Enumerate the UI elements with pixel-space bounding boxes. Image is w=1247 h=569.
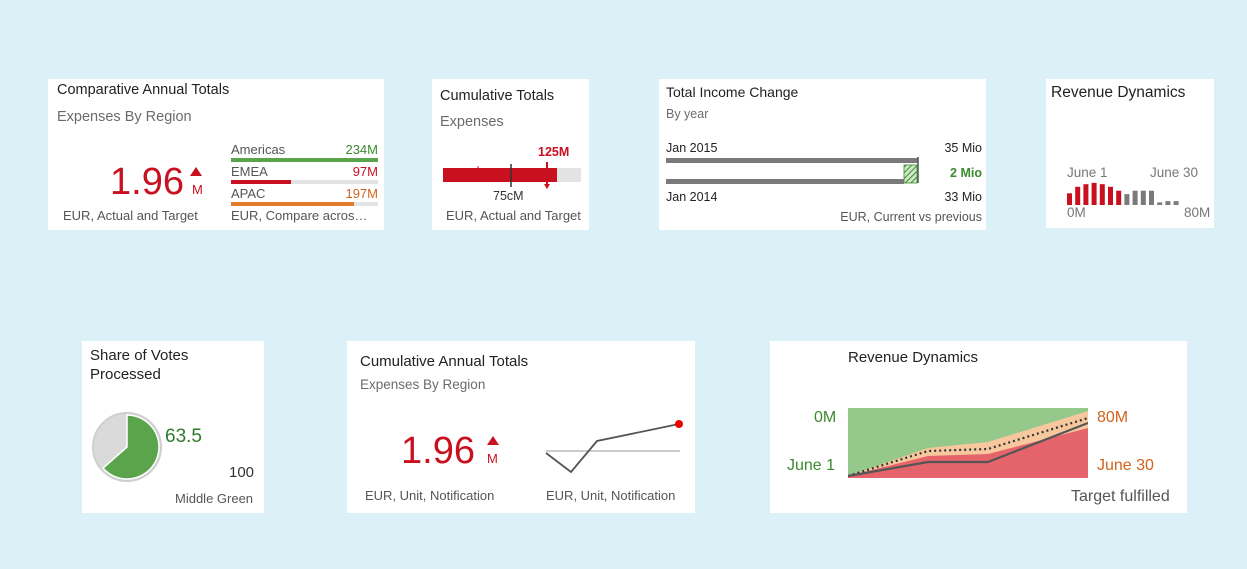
current-year-bar (666, 158, 918, 163)
column-bar (1067, 193, 1072, 205)
column-bar (1083, 184, 1089, 205)
trend-up-icon (487, 436, 499, 445)
bullet-actual-bar (443, 168, 557, 182)
actual-label: 75cM (493, 189, 524, 203)
tile-subtitle: Expenses By Region (360, 377, 486, 392)
pie-slice (101, 414, 160, 480)
previous-year-bar (666, 179, 904, 184)
bullet-chart (443, 162, 581, 189)
tile-footer-right: EUR, Unit, Notification (546, 488, 676, 503)
tile-subtitle: By year (666, 107, 709, 121)
tile-title: Comparative Annual Totals (57, 82, 230, 98)
column-bar (1091, 182, 1097, 205)
tile-subtitle: Expenses By Region (57, 109, 192, 125)
column-bar (1099, 184, 1105, 205)
kpi-value: 1.96 (110, 161, 184, 203)
row1-label: Jan 2015 (666, 141, 718, 155)
pie-value: 63.5 (165, 426, 202, 447)
top-right-label: 80M (1097, 409, 1129, 426)
column-bar (1165, 201, 1171, 205)
comparison-bars (666, 157, 919, 184)
bottom-right-label: June 30 (1097, 457, 1154, 474)
line-microchart (545, 420, 683, 474)
trend-up-icon (190, 167, 202, 176)
column-bar (1173, 201, 1179, 205)
tile-title: Total Income Change (666, 84, 799, 100)
delta-value: 2 Mio (950, 166, 982, 180)
pie-microchart (92, 412, 162, 482)
bar-track (231, 180, 378, 184)
bar-label: APAC (231, 186, 266, 201)
area-microchart (848, 408, 1088, 478)
trend-line (545, 423, 680, 474)
tile-footer-left: EUR, Unit, Notification (365, 488, 495, 503)
tile-title: Cumulative Annual Totals (360, 353, 529, 370)
tile-comparative-annual-totals[interactable]: Comparative Annual Totals Expenses By Re… (48, 79, 384, 230)
tile-footer: Middle Green (175, 491, 254, 506)
bar-fill (231, 202, 355, 206)
bottom-left-label: June 1 (787, 457, 836, 474)
last-point-marker (675, 420, 683, 428)
top-left-label: 0M (814, 409, 837, 426)
tile-share-of-votes[interactable]: Share of Votes Processed 63.5 100 Middle… (82, 341, 264, 513)
end-label: June 30 (1150, 165, 1199, 180)
area-actual-line (848, 421, 1088, 478)
bar-label: EMEA (231, 164, 268, 179)
tile-total-income-change[interactable]: Total Income Change By year Jan 2015 35 … (659, 79, 986, 230)
tile-title-line1: Share of Votes (90, 347, 189, 364)
column-bar (1116, 190, 1122, 205)
row2-value: 33 Mio (944, 190, 982, 204)
area-forecast-line (848, 416, 1088, 478)
row1-value: 35 Mio (944, 141, 982, 155)
tile-footer-right: EUR, Compare acros… (231, 208, 368, 223)
bar-label: Americas (231, 142, 286, 157)
column-bar (1149, 190, 1154, 205)
tile-title: Revenue Dynamics (848, 349, 979, 366)
row2-label: Jan 2014 (666, 190, 718, 204)
tile-footer: EUR, Actual and Target (446, 208, 581, 223)
bar-fill (231, 180, 292, 184)
kpi-unit: M (192, 182, 203, 197)
column-bar (1108, 186, 1113, 205)
tile-title-line2: Processed (90, 366, 161, 383)
min-label: 0M (1067, 205, 1086, 220)
delta-hatch (903, 164, 918, 184)
tile-title: Cumulative Totals (440, 88, 555, 104)
pie-total: 100 (229, 464, 255, 481)
tile-title: Revenue Dynamics (1051, 84, 1186, 101)
tile-cumulative-totals[interactable]: Cumulative Totals Expenses 125M 75cM EUR… (432, 79, 589, 230)
kpi-unit: M (487, 451, 498, 466)
column-bar (1124, 194, 1130, 205)
target-marker-arrow (544, 184, 550, 189)
column-microchart (1067, 182, 1179, 205)
tile-cumulative-annual-totals[interactable]: Cumulative Annual Totals Expenses By Reg… (347, 341, 695, 513)
start-label: June 1 (1067, 165, 1108, 180)
target-label: 125M (538, 145, 570, 159)
tile-revenue-dynamics-area[interactable]: Revenue Dynamics 0M June 1 80M June 30 T… (770, 341, 1187, 513)
tile-footer-left: EUR, Actual and Target (63, 208, 198, 223)
max-label: 80M (1184, 205, 1211, 220)
bar-value: 234M (345, 142, 378, 157)
bar-value: 197M (345, 186, 378, 201)
column-bar (1075, 186, 1081, 205)
column-bar (1140, 190, 1146, 205)
bar-fill (231, 158, 378, 162)
tile-revenue-dynamics-columns[interactable]: Revenue Dynamics June 1 June 30 0M 80M (1046, 79, 1214, 228)
column-bar (1157, 202, 1163, 205)
bar-track (231, 202, 378, 206)
column-bar (1132, 190, 1138, 205)
tile-footer: EUR, Current vs previous (840, 210, 982, 224)
tile-footer: Target fulfilled (1071, 488, 1170, 505)
bar-value: 97M (352, 164, 378, 179)
bar-track (231, 158, 378, 162)
kpi-value: 1.96 (401, 430, 475, 472)
tile-subtitle: Expenses (440, 114, 504, 130)
